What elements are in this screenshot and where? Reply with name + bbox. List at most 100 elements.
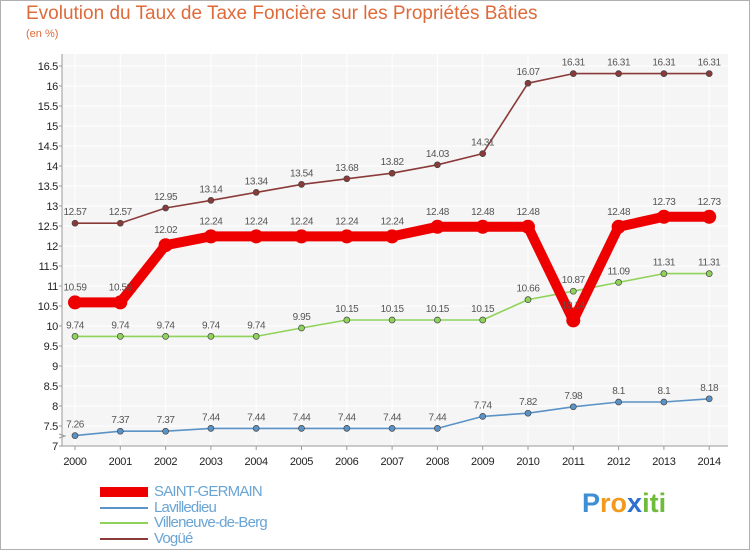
data-point (249, 229, 264, 244)
data-point (569, 287, 577, 295)
y-tick-label: 15 (46, 121, 58, 133)
data-label: 14.03 (426, 149, 450, 160)
data-label: 12.24 (290, 216, 314, 227)
data-label: 9.74 (202, 320, 221, 331)
y-tick-label: 14.5 (38, 141, 58, 153)
plot-area (62, 54, 728, 446)
legend-swatch (100, 487, 148, 497)
data-label: 13.68 (335, 163, 359, 174)
data-point (71, 333, 79, 340)
legend-swatch (100, 506, 148, 509)
x-tick-label: 2012 (607, 456, 630, 468)
data-label: 12.02 (154, 225, 178, 236)
data-point (71, 219, 79, 227)
data-label: 12.24 (381, 216, 405, 227)
y-tick-label: 14 (46, 161, 58, 173)
data-point (385, 229, 400, 244)
axis-break-mark (58, 433, 67, 439)
data-label: 13.14 (199, 184, 223, 195)
data-point (162, 333, 169, 340)
data-point (203, 229, 218, 244)
x-tick-label: 2002 (154, 456, 177, 468)
x-tick-label: 2007 (380, 456, 403, 468)
data-point (207, 425, 215, 432)
data-label: 16.31 (698, 58, 722, 69)
data-label: 13.54 (290, 168, 314, 179)
data-point (705, 395, 713, 403)
y-tick-label: 7.5 (44, 421, 59, 433)
data-label: 11.31 (698, 258, 721, 269)
y-tick-label: 7 (52, 441, 58, 453)
data-label: 16.31 (607, 58, 631, 69)
legend-label: Lavilledieu (154, 498, 217, 516)
y-tick-label: 16 (46, 81, 58, 93)
logo-letter: x (627, 488, 643, 518)
data-label: 9.74 (157, 320, 176, 331)
data-label: 12.57 (63, 207, 87, 218)
data-point (388, 169, 396, 177)
data-point (566, 313, 581, 328)
data-point (524, 79, 532, 87)
data-point (388, 425, 396, 432)
x-tick-label: 2014 (698, 456, 721, 468)
data-label: 7.37 (111, 415, 130, 426)
y-tick-label: 11.5 (39, 261, 59, 273)
x-tick-label: 2010 (516, 456, 539, 468)
data-label: 16.31 (652, 58, 676, 69)
data-label: 7.82 (519, 397, 538, 408)
logo-letter: P (582, 488, 601, 518)
legend-label: Vogüé (154, 529, 193, 547)
data-point (479, 413, 487, 420)
data-label: 13.82 (381, 157, 405, 168)
x-tick-label: 2013 (652, 456, 675, 468)
data-label: 9.74 (66, 320, 85, 331)
data-point (569, 403, 577, 411)
data-label: 7.44 (293, 412, 312, 423)
data-label: 10.15 (426, 304, 450, 315)
data-point (434, 316, 441, 324)
data-label: 12.73 (652, 197, 676, 208)
y-axis-unit-label: (en %) (26, 28, 59, 40)
y-tick-label: 9 (52, 361, 58, 373)
data-point (252, 425, 260, 432)
data-point (705, 270, 713, 277)
data-label: 7.44 (383, 412, 402, 423)
proxiti-logo[interactable]: Proxiti (582, 488, 666, 519)
data-label: 7.44 (428, 412, 447, 423)
data-label: 10.59 (109, 282, 133, 293)
y-tick-label: 13.5 (38, 181, 58, 193)
x-tick-label: 2004 (245, 456, 268, 468)
data-point (343, 425, 351, 432)
data-point (524, 409, 532, 417)
data-label: 7.26 (66, 420, 85, 431)
data-label: 9.74 (247, 320, 266, 331)
data-label: 10.66 (516, 284, 540, 295)
data-label: 16.07 (516, 67, 540, 78)
data-point (660, 270, 668, 277)
data-label: 12.48 (426, 207, 450, 218)
data-label: 10.59 (63, 282, 87, 293)
data-label: 7.37 (157, 415, 176, 426)
data-point (615, 398, 622, 406)
data-point (434, 161, 441, 169)
data-point (116, 333, 124, 340)
data-point (343, 175, 351, 183)
data-point (207, 333, 215, 340)
y-tick-label: 11 (47, 281, 58, 293)
x-tick-label: 2003 (199, 456, 222, 468)
data-point (68, 295, 82, 310)
x-tick-label: 2008 (426, 456, 449, 468)
data-point (71, 432, 79, 439)
data-label: 13.34 (245, 176, 269, 187)
y-tick-label: 15.5 (38, 101, 58, 113)
data-point (430, 219, 445, 234)
data-label: 10.15 (381, 304, 405, 315)
data-label: 12.24 (335, 216, 359, 227)
data-point (660, 70, 668, 77)
data-point (475, 219, 490, 234)
y-tick-label: 10 (46, 321, 58, 333)
data-label: 12.95 (154, 192, 178, 203)
logo-letter: o (610, 488, 628, 518)
legend-swatch (100, 522, 148, 524)
x-tick-label: 2011 (562, 456, 585, 468)
